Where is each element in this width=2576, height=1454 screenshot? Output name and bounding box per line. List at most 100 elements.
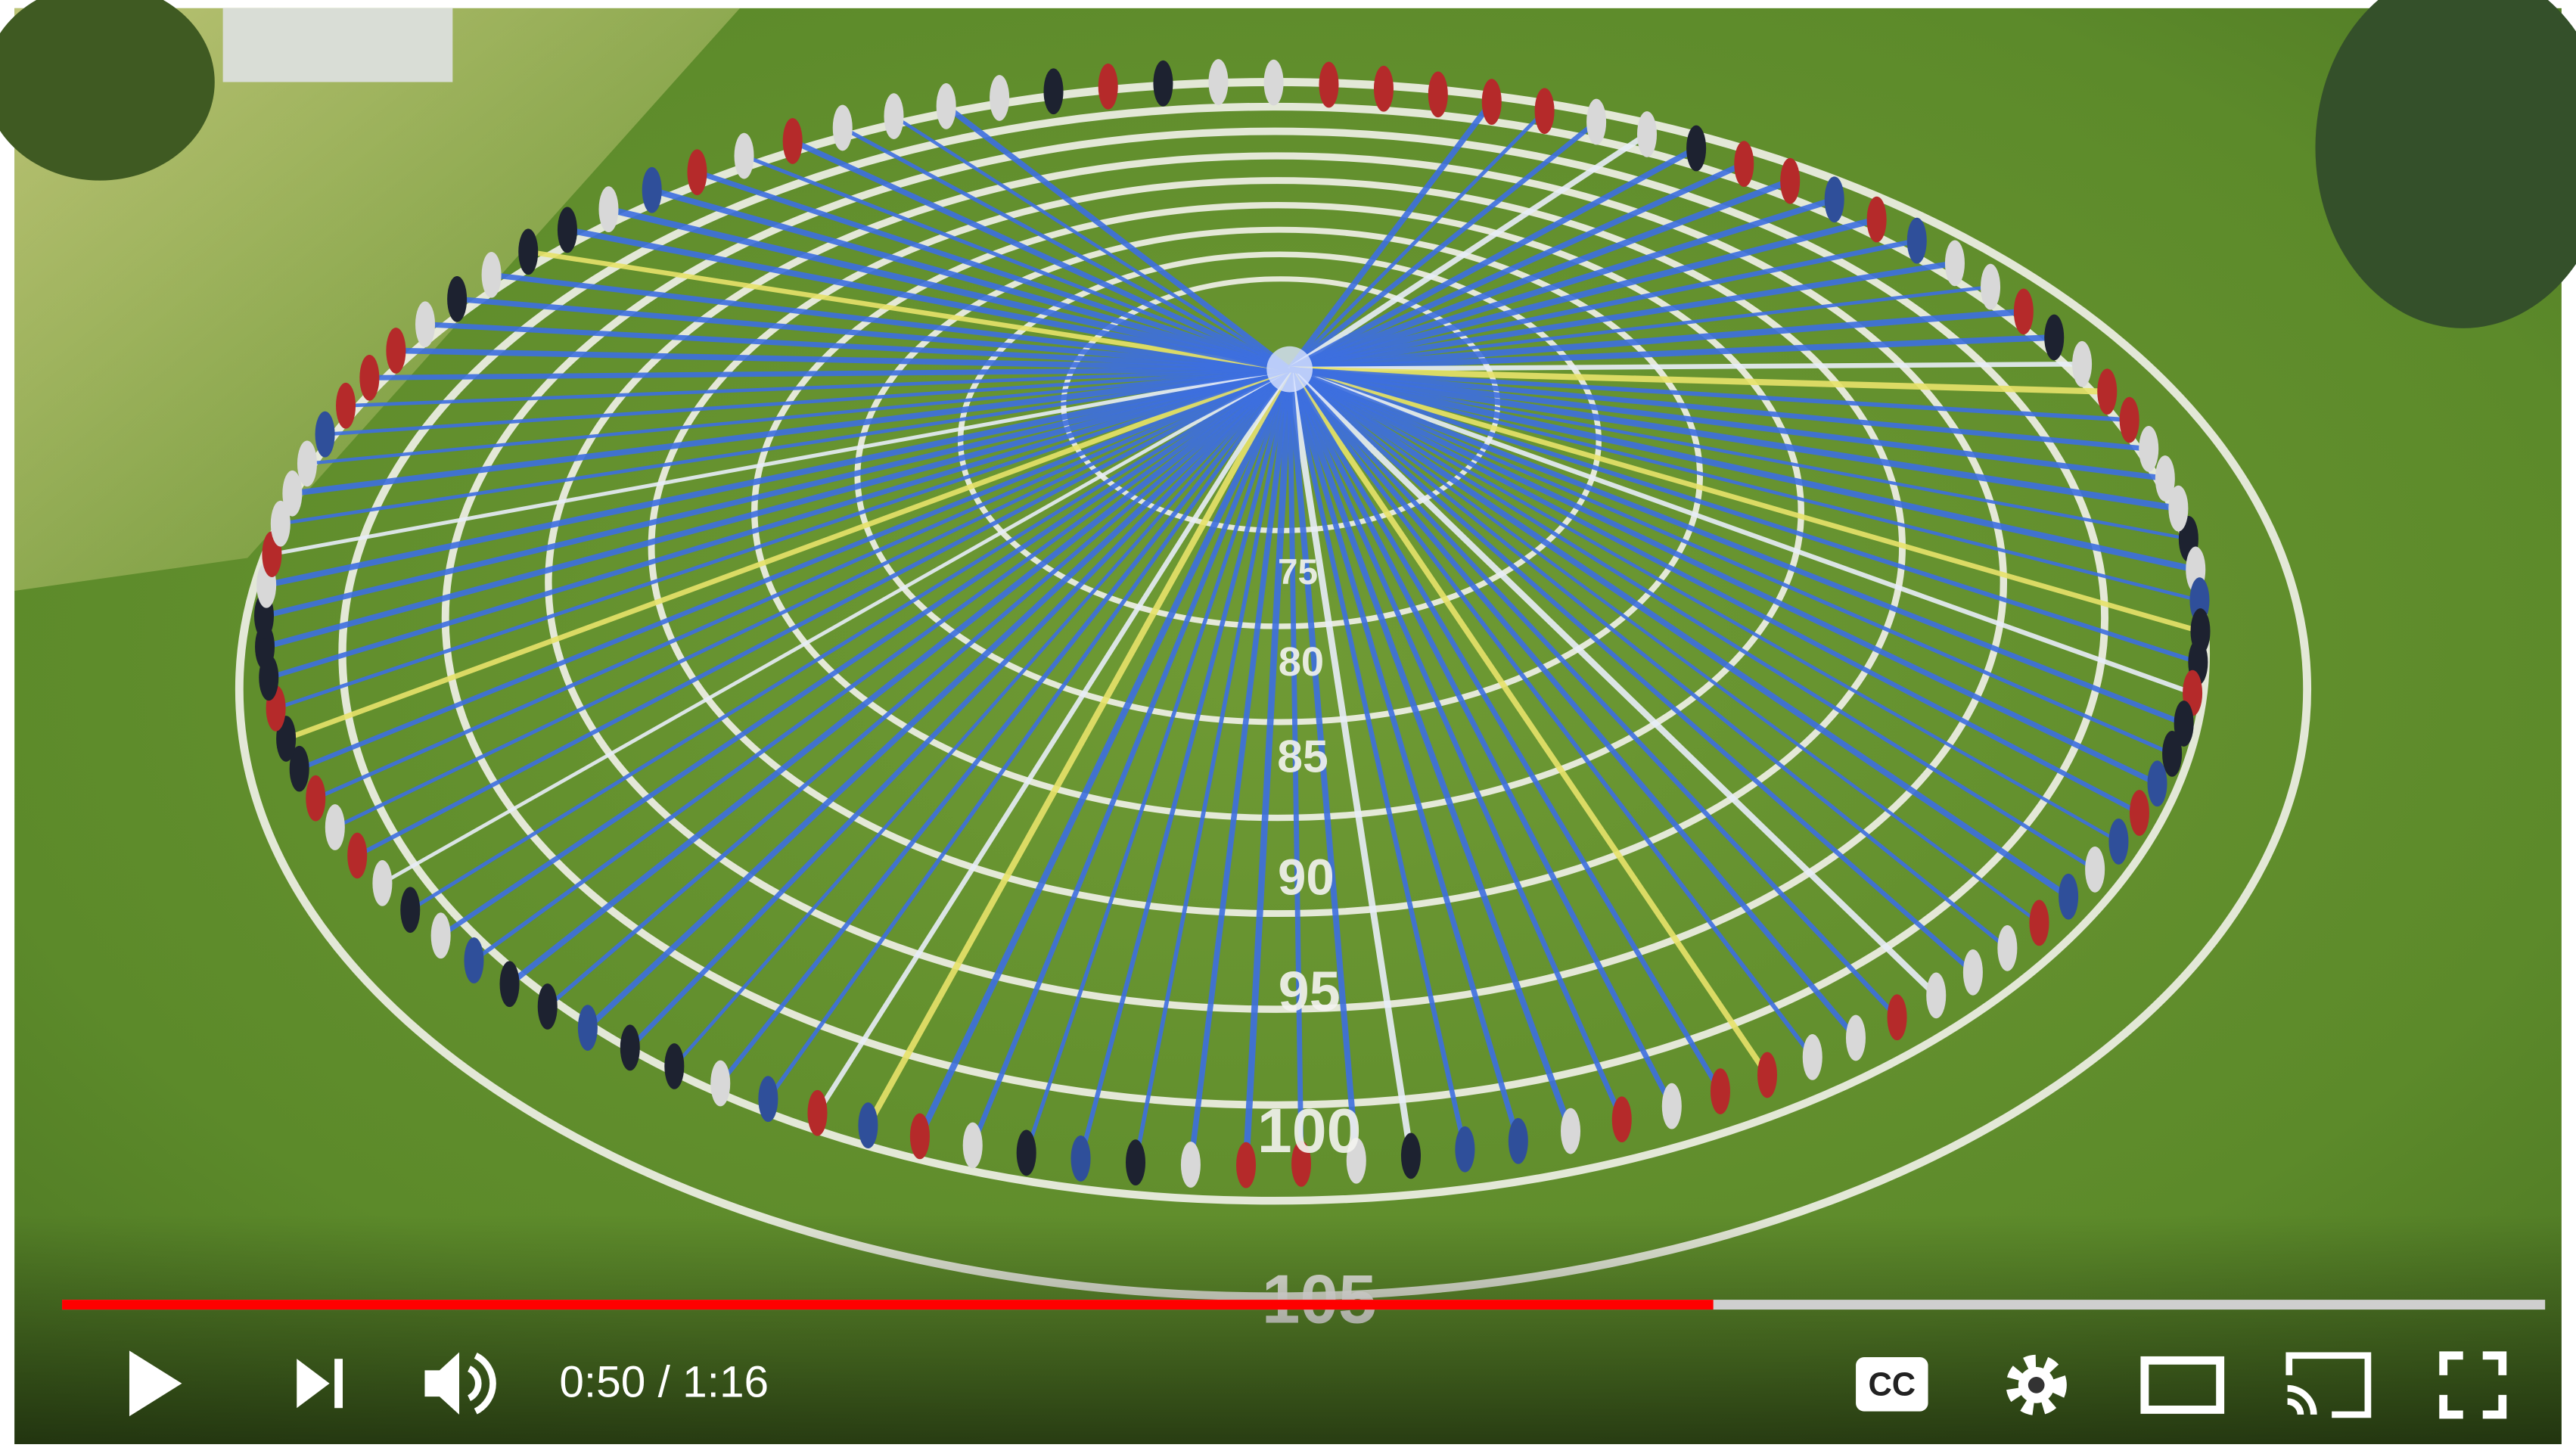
person — [1208, 59, 1228, 105]
person — [447, 276, 467, 322]
person — [1803, 1034, 1822, 1080]
person — [598, 186, 618, 232]
person — [687, 149, 707, 195]
video-player: 7580859095100105 0:50 / 1:16 CC — [0, 0, 2576, 1454]
person — [1612, 1096, 1632, 1142]
person — [1997, 925, 2017, 971]
person — [538, 983, 558, 1030]
person — [1428, 71, 1448, 117]
time-display: 0:50 / 1:16 — [559, 1357, 769, 1406]
person — [1482, 79, 1502, 125]
person — [1561, 1108, 1580, 1154]
person — [664, 1043, 684, 1089]
person — [1846, 1015, 1866, 1061]
field-marking: 90 — [1278, 850, 1335, 906]
person — [415, 301, 435, 347]
controls-bar: 0:50 / 1:16 CC — [14, 1214, 2562, 1444]
person — [297, 440, 317, 486]
person — [2147, 760, 2167, 806]
person — [1780, 158, 1800, 204]
person — [2044, 315, 2064, 361]
person — [963, 1123, 983, 1169]
person — [758, 1076, 778, 1122]
person — [1825, 176, 1844, 222]
person — [1637, 111, 1657, 157]
person — [1907, 218, 1927, 264]
person — [1509, 1118, 1528, 1164]
person — [910, 1114, 930, 1160]
person — [1981, 264, 2000, 310]
person — [482, 252, 502, 298]
person — [1734, 141, 1754, 187]
person — [2139, 426, 2158, 472]
field-marking: 75 — [1278, 552, 1318, 592]
person — [1535, 88, 1555, 134]
person — [2130, 790, 2149, 836]
person — [306, 775, 325, 822]
person — [710, 1061, 730, 1107]
person — [783, 118, 803, 164]
person — [1945, 240, 1965, 286]
person — [558, 207, 577, 253]
person — [1867, 197, 1887, 243]
person — [1043, 68, 1063, 114]
person — [1071, 1136, 1091, 1182]
person — [1711, 1068, 1730, 1114]
person — [1374, 66, 1394, 112]
person — [315, 412, 335, 458]
person — [2029, 900, 2049, 946]
person — [2059, 874, 2078, 920]
person — [884, 93, 903, 139]
field-marking: 95 — [1279, 960, 1341, 1023]
person — [282, 471, 302, 517]
person — [1017, 1129, 1036, 1176]
person — [2097, 368, 2117, 415]
person — [2085, 847, 2105, 893]
person — [2072, 341, 2092, 387]
progress-bar[interactable] — [62, 1300, 2545, 1310]
person — [1888, 994, 1907, 1040]
person — [620, 1025, 640, 1071]
person — [464, 937, 483, 983]
hub — [1266, 346, 1313, 393]
person — [431, 912, 451, 958]
person — [990, 75, 1009, 121]
person — [1236, 1142, 1256, 1188]
person — [735, 133, 754, 179]
person — [386, 328, 406, 374]
person — [400, 887, 420, 933]
person — [500, 961, 520, 1007]
person — [325, 804, 345, 850]
person — [1662, 1083, 1682, 1129]
person — [2108, 819, 2128, 865]
person — [1126, 1139, 1145, 1185]
person — [833, 105, 853, 151]
person — [1686, 126, 1706, 172]
person — [858, 1102, 878, 1148]
person — [642, 167, 662, 213]
person — [2168, 486, 2188, 532]
person — [1963, 949, 1983, 996]
field-marking: 100 — [1257, 1096, 1362, 1166]
person — [1455, 1126, 1474, 1173]
person — [1401, 1133, 1421, 1179]
person — [2014, 288, 2034, 334]
person — [1319, 62, 1338, 108]
person — [1926, 972, 1946, 1018]
person — [1153, 61, 1173, 107]
person — [336, 383, 356, 429]
person — [372, 860, 392, 906]
progress-played — [62, 1300, 1714, 1310]
field-marking: 85 — [1277, 730, 1328, 781]
person — [1586, 99, 1606, 145]
page: 7580859095100105 0:50 / 1:16 CC — [0, 0, 2576, 1454]
person — [1098, 64, 1118, 110]
captions-button[interactable]: CC — [1856, 1357, 1928, 1412]
field-marking: 80 — [1279, 639, 1324, 685]
person — [1757, 1052, 1777, 1098]
person — [807, 1090, 827, 1136]
captions-label: CC — [1868, 1367, 1916, 1403]
person — [347, 833, 367, 879]
person — [1264, 60, 1284, 106]
person — [2162, 731, 2182, 777]
